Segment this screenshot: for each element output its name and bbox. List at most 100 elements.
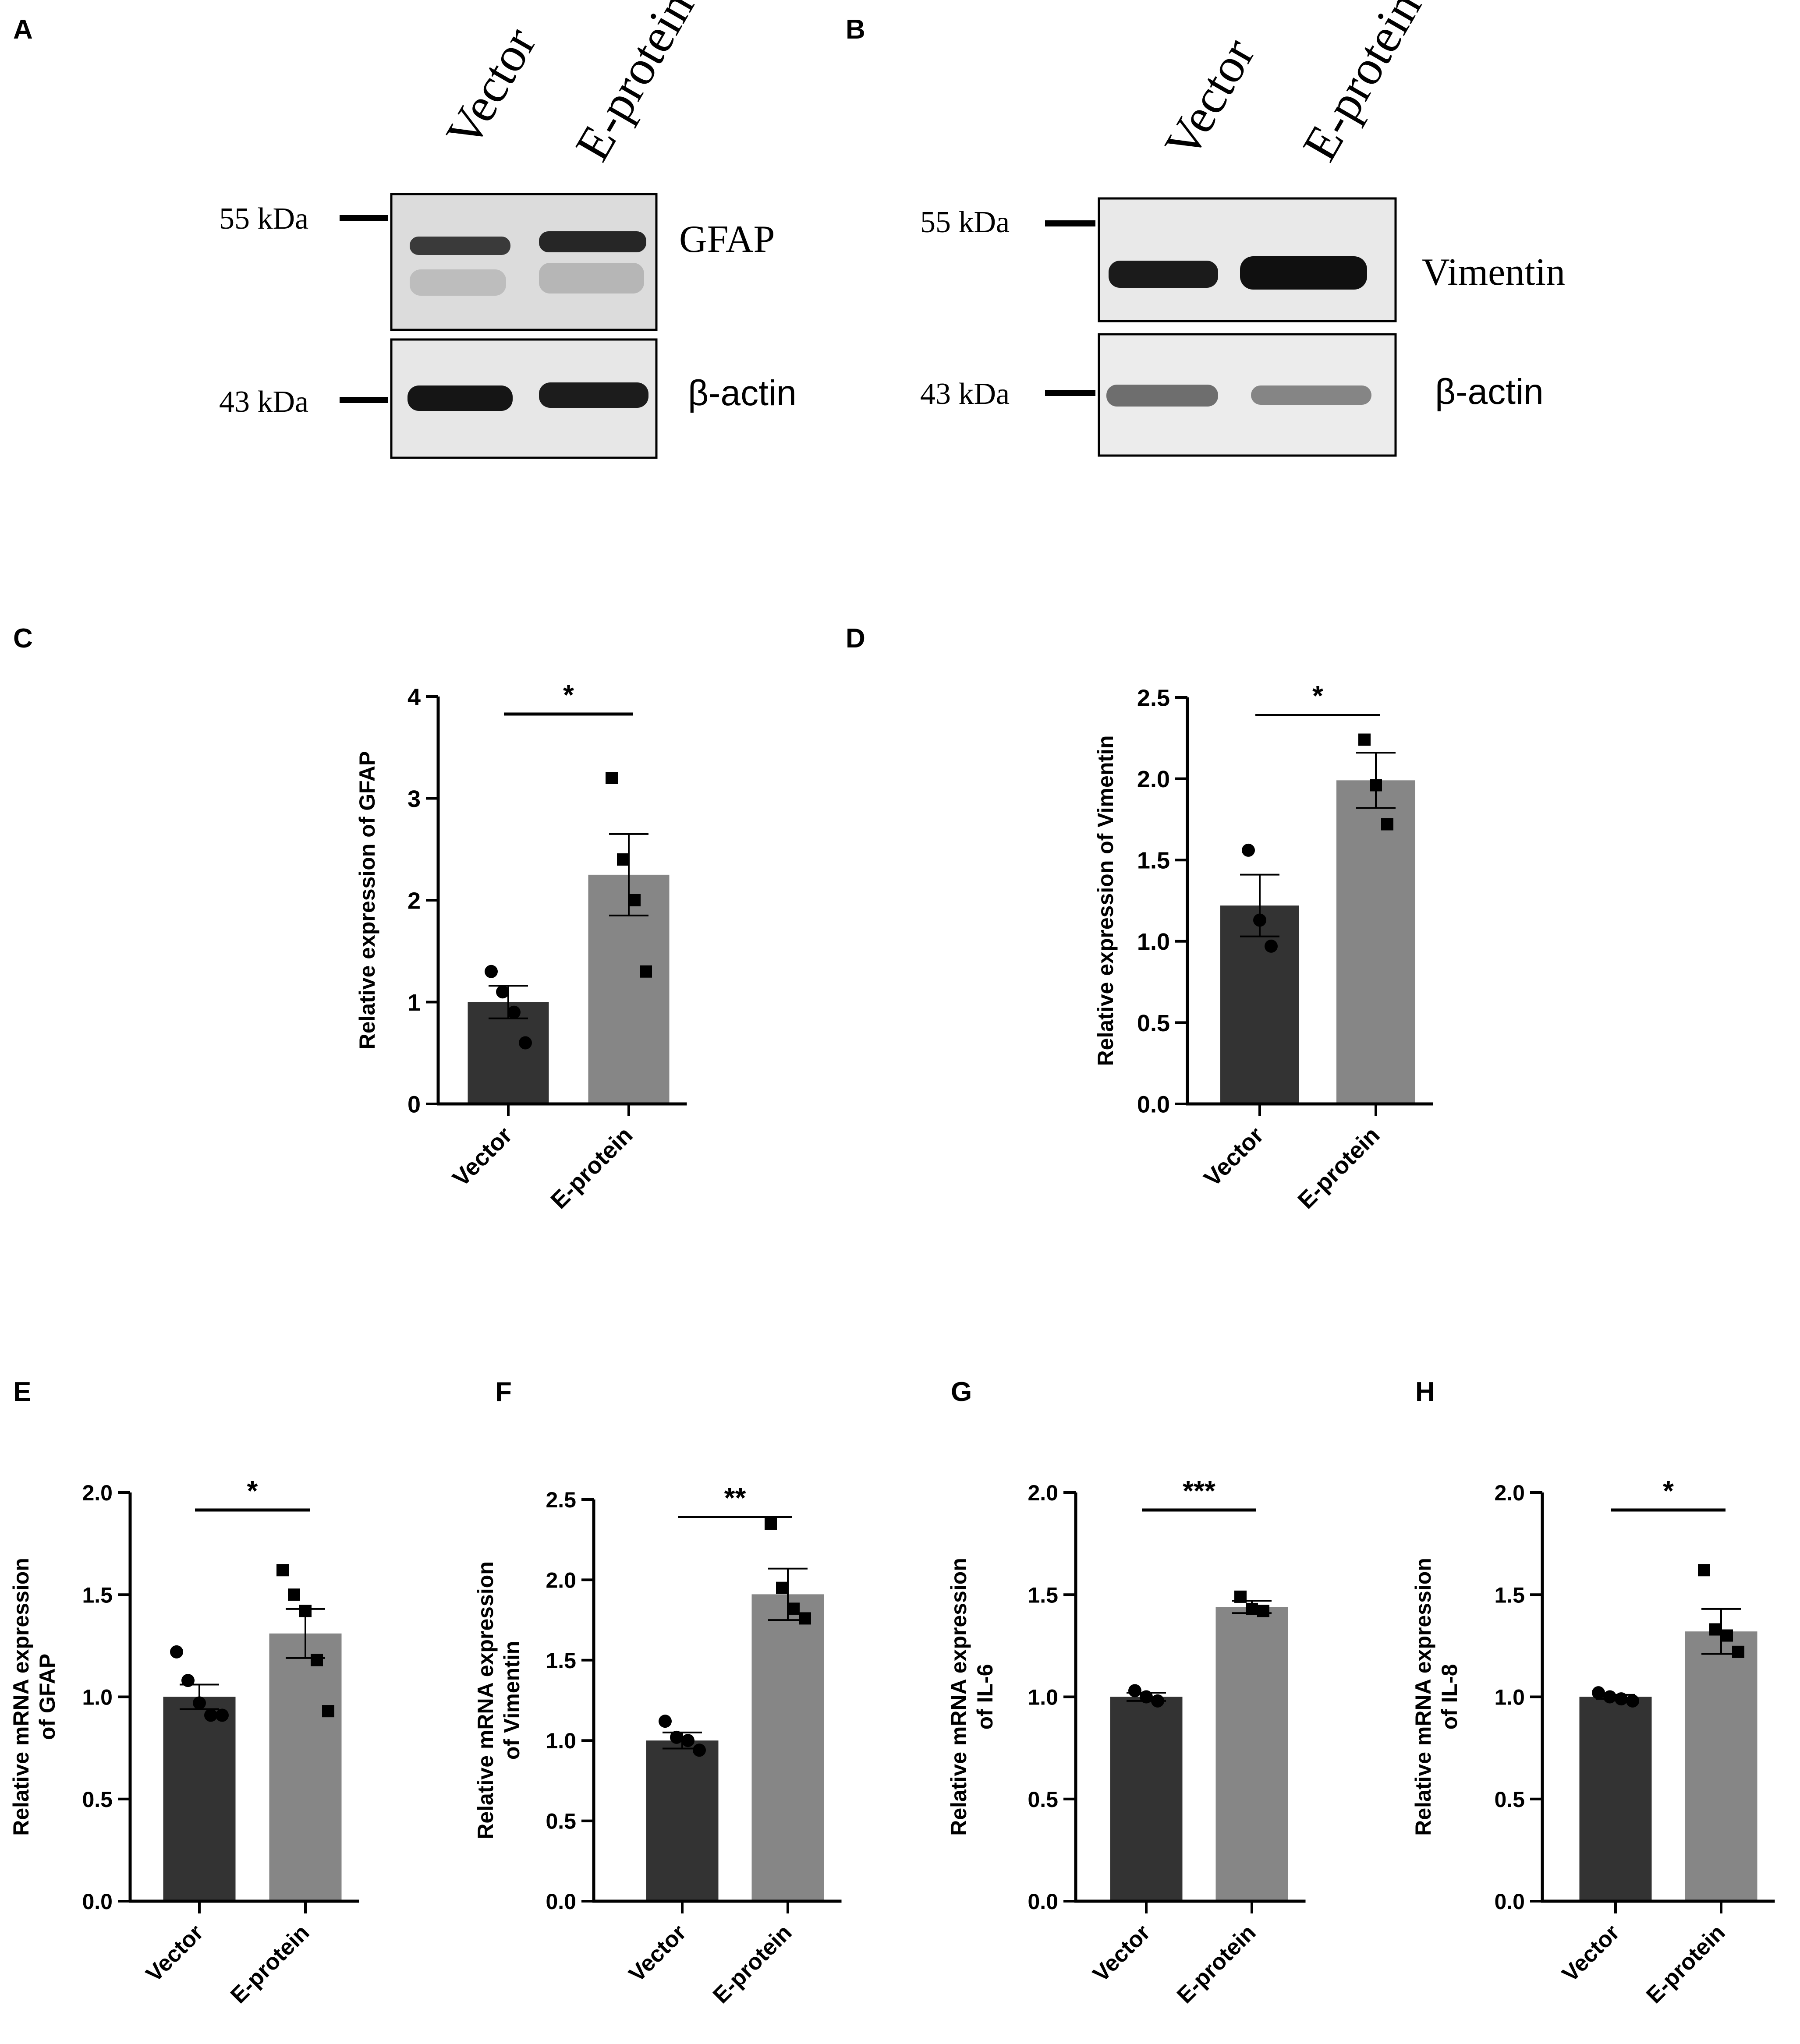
bar-vector: [1220, 905, 1299, 1104]
x-tick-label: Vector: [1088, 1920, 1155, 1987]
data-point-vector: [1626, 1694, 1639, 1708]
band-gfap-faint-vector: [410, 269, 506, 296]
y-axis-label-line: Relative mRNA expression: [946, 1558, 971, 1836]
data-point-eprotein: [606, 772, 618, 784]
y-tick-label: 0.5: [1028, 1787, 1058, 1812]
significance-label: *: [1663, 1475, 1674, 1506]
data-point-vector: [519, 1036, 532, 1050]
y-tick-label: 0.5: [1137, 1010, 1170, 1036]
y-tick-label: 0.0: [82, 1889, 113, 1914]
data-point-vector: [1265, 939, 1278, 953]
western-blot-a: Vector E-protein 55 kDa GFAP 43 kDa β-ac…: [219, 0, 797, 459]
bar-e-protein: [269, 1633, 342, 1901]
y-tick-label: 1.5: [82, 1583, 113, 1607]
data-point-eprotein: [322, 1705, 334, 1718]
data-point-vector: [1592, 1686, 1605, 1700]
y-tick-label: 2.0: [1028, 1481, 1058, 1505]
band-actin-eprotein: [1251, 385, 1371, 405]
x-tick-label: E-protein: [546, 1122, 638, 1214]
y-axis-label-line: of GFAP: [35, 1654, 60, 1740]
lane-label-eprotein: E-protein: [565, 0, 705, 170]
data-point-eprotein: [1698, 1564, 1710, 1577]
y-tick-label: 2.0: [546, 1568, 576, 1592]
data-point-eprotein: [1721, 1629, 1733, 1642]
y-tick-label: 1.5: [1137, 848, 1170, 874]
y-tick-label: 2.5: [546, 1488, 576, 1512]
bar-e-protein: [1215, 1607, 1288, 1901]
x-tick-label: Vector: [447, 1122, 517, 1192]
data-point-vector: [681, 1734, 694, 1747]
y-tick-label: 1.5: [1494, 1583, 1525, 1607]
y-axis-label: Relative mRNA expressionof IL-6: [946, 1558, 997, 1836]
data-point-vector: [1615, 1692, 1628, 1706]
data-point-eprotein: [765, 1517, 777, 1530]
bar-chart-d: 0.0 0.5 1.0 1.5 2.0 2.5 Vector E-protein * Relati…: [1093, 680, 1433, 1214]
y-tick-label: 0.5: [1494, 1787, 1525, 1812]
bar-vector: [646, 1740, 719, 1901]
y-tick-label: 3: [407, 786, 421, 812]
protein-label: β-actin: [688, 373, 797, 413]
lane-label-vector: Vector: [1154, 29, 1265, 167]
y-tick-label: 1.0: [82, 1685, 113, 1710]
y-tick-label: 1.5: [546, 1648, 576, 1673]
y-tick-label: 4: [407, 684, 421, 710]
band-actin-vector: [407, 385, 513, 411]
lane-label-vector: Vector: [436, 18, 547, 156]
band-actin-eprotein: [539, 382, 648, 408]
bar-e-protein: [751, 1594, 824, 1901]
y-tick-label: 0.0: [1028, 1889, 1058, 1914]
y-axis-label-line: of IL-8: [1437, 1664, 1462, 1730]
y-axis-label: Relative mRNA expressionof GFAP: [9, 1558, 60, 1836]
data-point-vector: [170, 1645, 183, 1659]
data-point-eprotein: [299, 1605, 312, 1617]
bar-vector: [1579, 1697, 1652, 1901]
y-tick-label: 0.5: [82, 1787, 113, 1812]
data-point-vector: [693, 1743, 706, 1757]
y-axis-label-line: Relative mRNA expression: [9, 1558, 33, 1836]
y-tick-label: 0: [407, 1091, 421, 1117]
data-point-eprotein: [311, 1654, 323, 1666]
data-point-vector: [1603, 1690, 1616, 1704]
significance-label: ***: [1183, 1475, 1215, 1506]
panel-label-c: C: [13, 623, 33, 654]
x-tick-label: E-protein: [708, 1920, 797, 2008]
data-point-vector: [496, 985, 509, 999]
band-gfap-faint-eprotein: [539, 263, 644, 294]
x-tick-label: E-protein: [1293, 1122, 1385, 1214]
y-tick-label: 1: [407, 990, 421, 1016]
significance-label: *: [1312, 680, 1323, 711]
panel-label-a: A: [13, 14, 33, 45]
data-point-eprotein: [1370, 779, 1382, 792]
panel-label-b: B: [846, 14, 865, 45]
band-vimentin-vector: [1109, 261, 1218, 288]
x-tick-label: Vector: [1557, 1920, 1624, 1987]
y-tick-label: 1.5: [1028, 1583, 1058, 1607]
panel-label-f: F: [495, 1377, 512, 1407]
bar-e-protein: [1336, 780, 1415, 1104]
y-tick-label: 1.0: [1137, 929, 1170, 955]
data-point-eprotein: [776, 1581, 788, 1594]
y-axis-label: Relative expression of Vimentin: [1093, 736, 1118, 1066]
data-point-vector: [1242, 843, 1255, 857]
blot-membrane-gfap: [390, 193, 658, 331]
marker-label: 43 kDa: [920, 377, 1010, 411]
y-tick-label: 2.5: [1137, 685, 1170, 711]
y-tick-label: 0.0: [1494, 1889, 1525, 1914]
data-point-eprotein: [288, 1588, 300, 1601]
data-point-vector: [1140, 1690, 1153, 1704]
y-axis-label: Relative mRNA expressionof IL-8: [1411, 1558, 1462, 1836]
protein-label: β-actin: [1435, 372, 1544, 412]
bar-vector: [163, 1697, 236, 1901]
data-point-eprotein: [1358, 733, 1371, 746]
protein-label: GFAP: [679, 218, 775, 261]
protein-label: Vimentin: [1422, 251, 1565, 294]
significance-label: **: [724, 1482, 746, 1514]
panel-label-d: D: [846, 623, 865, 654]
data-point-eprotein: [1234, 1590, 1247, 1603]
data-point-vector: [193, 1696, 206, 1710]
data-point-vector: [1151, 1694, 1164, 1708]
x-tick-label: Vector: [1199, 1122, 1269, 1192]
data-point-vector: [670, 1730, 683, 1744]
y-tick-label: 1.0: [1494, 1685, 1525, 1710]
marker-label: 55 kDa: [920, 205, 1010, 239]
